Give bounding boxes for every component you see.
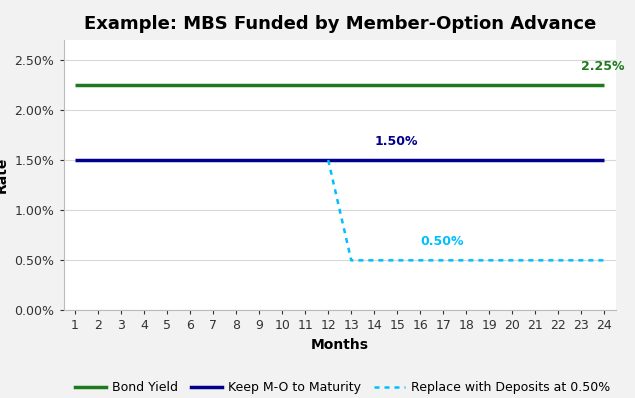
- Title: Example: MBS Funded by Member-Option Advance: Example: MBS Funded by Member-Option Adv…: [84, 15, 596, 33]
- Legend: Bond Yield, Keep M-O to Maturity, Replace with Deposits at 0.50%: Bond Yield, Keep M-O to Maturity, Replac…: [70, 376, 615, 398]
- Y-axis label: Rate: Rate: [0, 157, 9, 193]
- X-axis label: Months: Months: [311, 338, 369, 352]
- Text: 2.25%: 2.25%: [582, 60, 625, 73]
- Text: 1.50%: 1.50%: [374, 135, 418, 148]
- Text: 0.50%: 0.50%: [420, 235, 464, 248]
